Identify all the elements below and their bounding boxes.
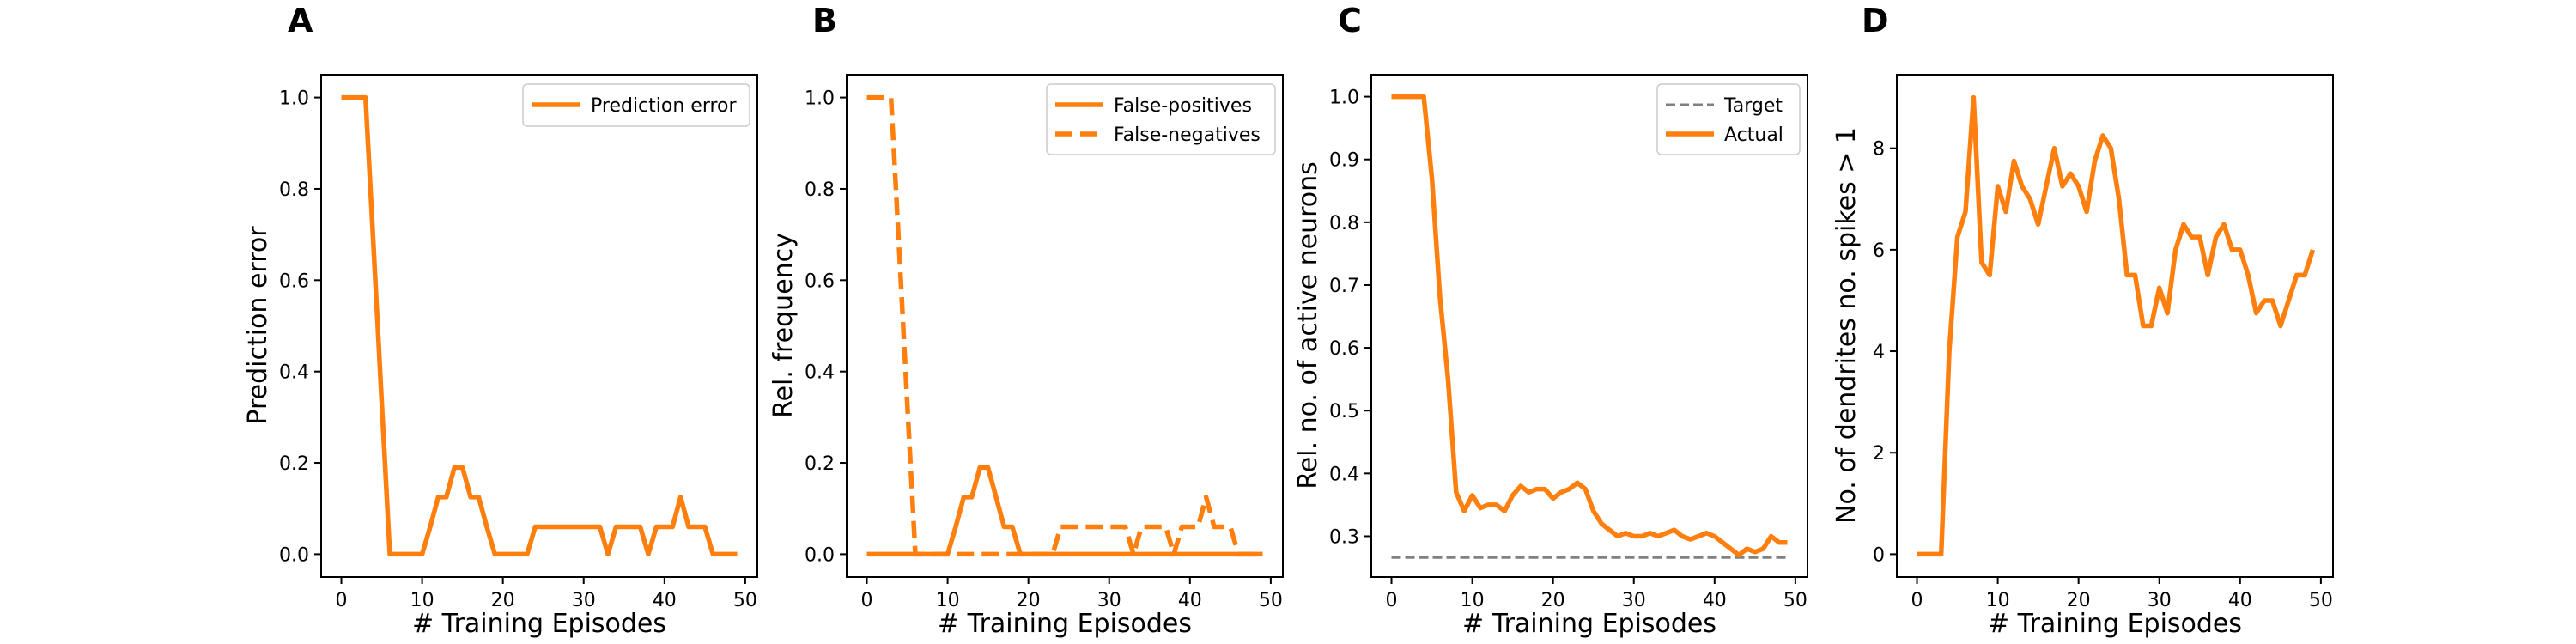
y-axis-label: Rel. frequency <box>769 233 799 418</box>
x-tick-label: 0 <box>861 590 873 611</box>
x-tick-label: 30 <box>1097 590 1121 611</box>
y-tick-label: 1.0 <box>279 88 309 110</box>
y-tick-label: 6 <box>1873 240 1885 262</box>
x-tick-label: 20 <box>2067 590 2091 611</box>
x-tick-label: 40 <box>1178 590 1202 611</box>
panel-a: A 0 10 20 30 40 50 0.0 0.2 0.4 0.6 0.8 1.0 # Train… <box>243 2 758 639</box>
legend-box <box>1656 83 1801 155</box>
legend-box <box>1046 83 1276 155</box>
x-tick-label: 50 <box>733 590 757 611</box>
x-tick-label: 40 <box>2228 590 2252 611</box>
y-tick-label: 0.6 <box>279 270 309 292</box>
x-tick-label: 30 <box>2148 590 2172 611</box>
y-tick-label: 0.0 <box>279 544 309 566</box>
legend: False-positives False-negatives <box>1046 83 1276 155</box>
panel-b: B 0 10 20 30 40 50 0.0 0.2 0.4 0.6 0.8 1.0 # Train… <box>769 2 1284 639</box>
legend-label-target: Target <box>1723 95 1783 117</box>
x-tick-label: 0 <box>1386 590 1398 611</box>
y-tick-label: 0.8 <box>805 179 835 201</box>
y-tick-label: 0.2 <box>805 453 835 475</box>
x-tick-label: 0 <box>1911 590 1923 611</box>
plot-frame <box>1896 74 2334 578</box>
y-tick-label: 0.6 <box>805 270 835 292</box>
x-tick-label: 10 <box>936 590 960 611</box>
panel-letter: C <box>1338 2 1362 39</box>
plot-frame <box>846 74 1284 578</box>
x-tick-label: 20 <box>1017 590 1041 611</box>
y-tick-label: 0.4 <box>1329 464 1359 485</box>
x-tick-label: 10 <box>1461 590 1485 611</box>
x-tick-label: 10 <box>410 590 434 611</box>
x-axis-label: # Training Episodes <box>1988 609 2242 639</box>
x-tick-label: 20 <box>1541 590 1565 611</box>
panel-letter: A <box>288 2 313 39</box>
series-line-actual <box>1391 94 1788 558</box>
legend: Prediction error <box>522 83 750 127</box>
x-tick-label: 0 <box>336 590 348 611</box>
y-axis-label: No. of dendrites no. spikes > 1 <box>1832 127 1862 524</box>
y-tick-label: 8 <box>1873 139 1885 161</box>
x-axis-label: # Training Episodes <box>412 609 666 639</box>
y-tick-label: 1.0 <box>1329 88 1359 109</box>
legend-box <box>522 83 750 127</box>
legend-label-actual: Actual <box>1724 125 1783 146</box>
y-tick-label: 1.0 <box>805 88 835 110</box>
x-axis-label: # Training Episodes <box>1462 609 1716 639</box>
y-axis-label: Prediction error <box>243 226 273 425</box>
x-axis-label: # Training Episodes <box>938 609 1192 639</box>
y-tick-label: 0.6 <box>1329 338 1359 360</box>
y-tick-label: 0.2 <box>279 453 309 475</box>
x-tick-label: 30 <box>572 590 596 611</box>
series-line-prediction-error <box>341 94 738 557</box>
panel-c: C 0 10 20 30 40 50 0.3 0.4 0.5 0.6 0.7 0.8 0.9 1.0 #… <box>1293 2 1808 639</box>
x-tick-label: 10 <box>1986 590 2010 611</box>
legend: Target Actual <box>1656 83 1801 155</box>
panel-letter: B <box>812 2 837 39</box>
x-tick-label: 20 <box>491 590 515 611</box>
legend-label-false-positives: False-positives <box>1114 95 1252 117</box>
y-tick-label: 0.9 <box>1329 150 1359 172</box>
y-tick-label: 0.8 <box>1329 213 1359 234</box>
series-line-false-negatives <box>866 94 1263 557</box>
x-tick-label: 30 <box>1622 590 1646 611</box>
x-tick-label: 40 <box>1703 590 1727 611</box>
plot-frame <box>320 74 758 578</box>
y-tick-label: 2 <box>1873 443 1885 465</box>
legend-label-false-negatives: False-negatives <box>1114 125 1261 146</box>
x-tick-label: 50 <box>2309 590 2333 611</box>
y-axis-label: Rel. no. of active neurons <box>1293 161 1323 489</box>
y-tick-label: 0 <box>1873 544 1885 566</box>
x-tick-label: 50 <box>1259 590 1283 611</box>
y-tick-label: 0.7 <box>1329 276 1359 297</box>
y-tick-label: 0.4 <box>279 362 309 384</box>
y-tick-label: 4 <box>1873 342 1885 363</box>
y-tick-label: 0.3 <box>1329 526 1359 548</box>
y-tick-label: 0.5 <box>1329 401 1359 422</box>
y-tick-label: 0.8 <box>279 179 309 201</box>
plot-frame <box>1370 74 1808 578</box>
legend-label-prediction-error: Prediction error <box>591 95 737 117</box>
x-tick-label: 40 <box>653 590 677 611</box>
y-tick-label: 0.4 <box>805 362 835 384</box>
series-line-spikes <box>1917 94 2316 557</box>
y-tick-label: 0.0 <box>805 544 835 566</box>
x-tick-label: 50 <box>1783 590 1807 611</box>
panel-letter: D <box>1862 2 1889 39</box>
